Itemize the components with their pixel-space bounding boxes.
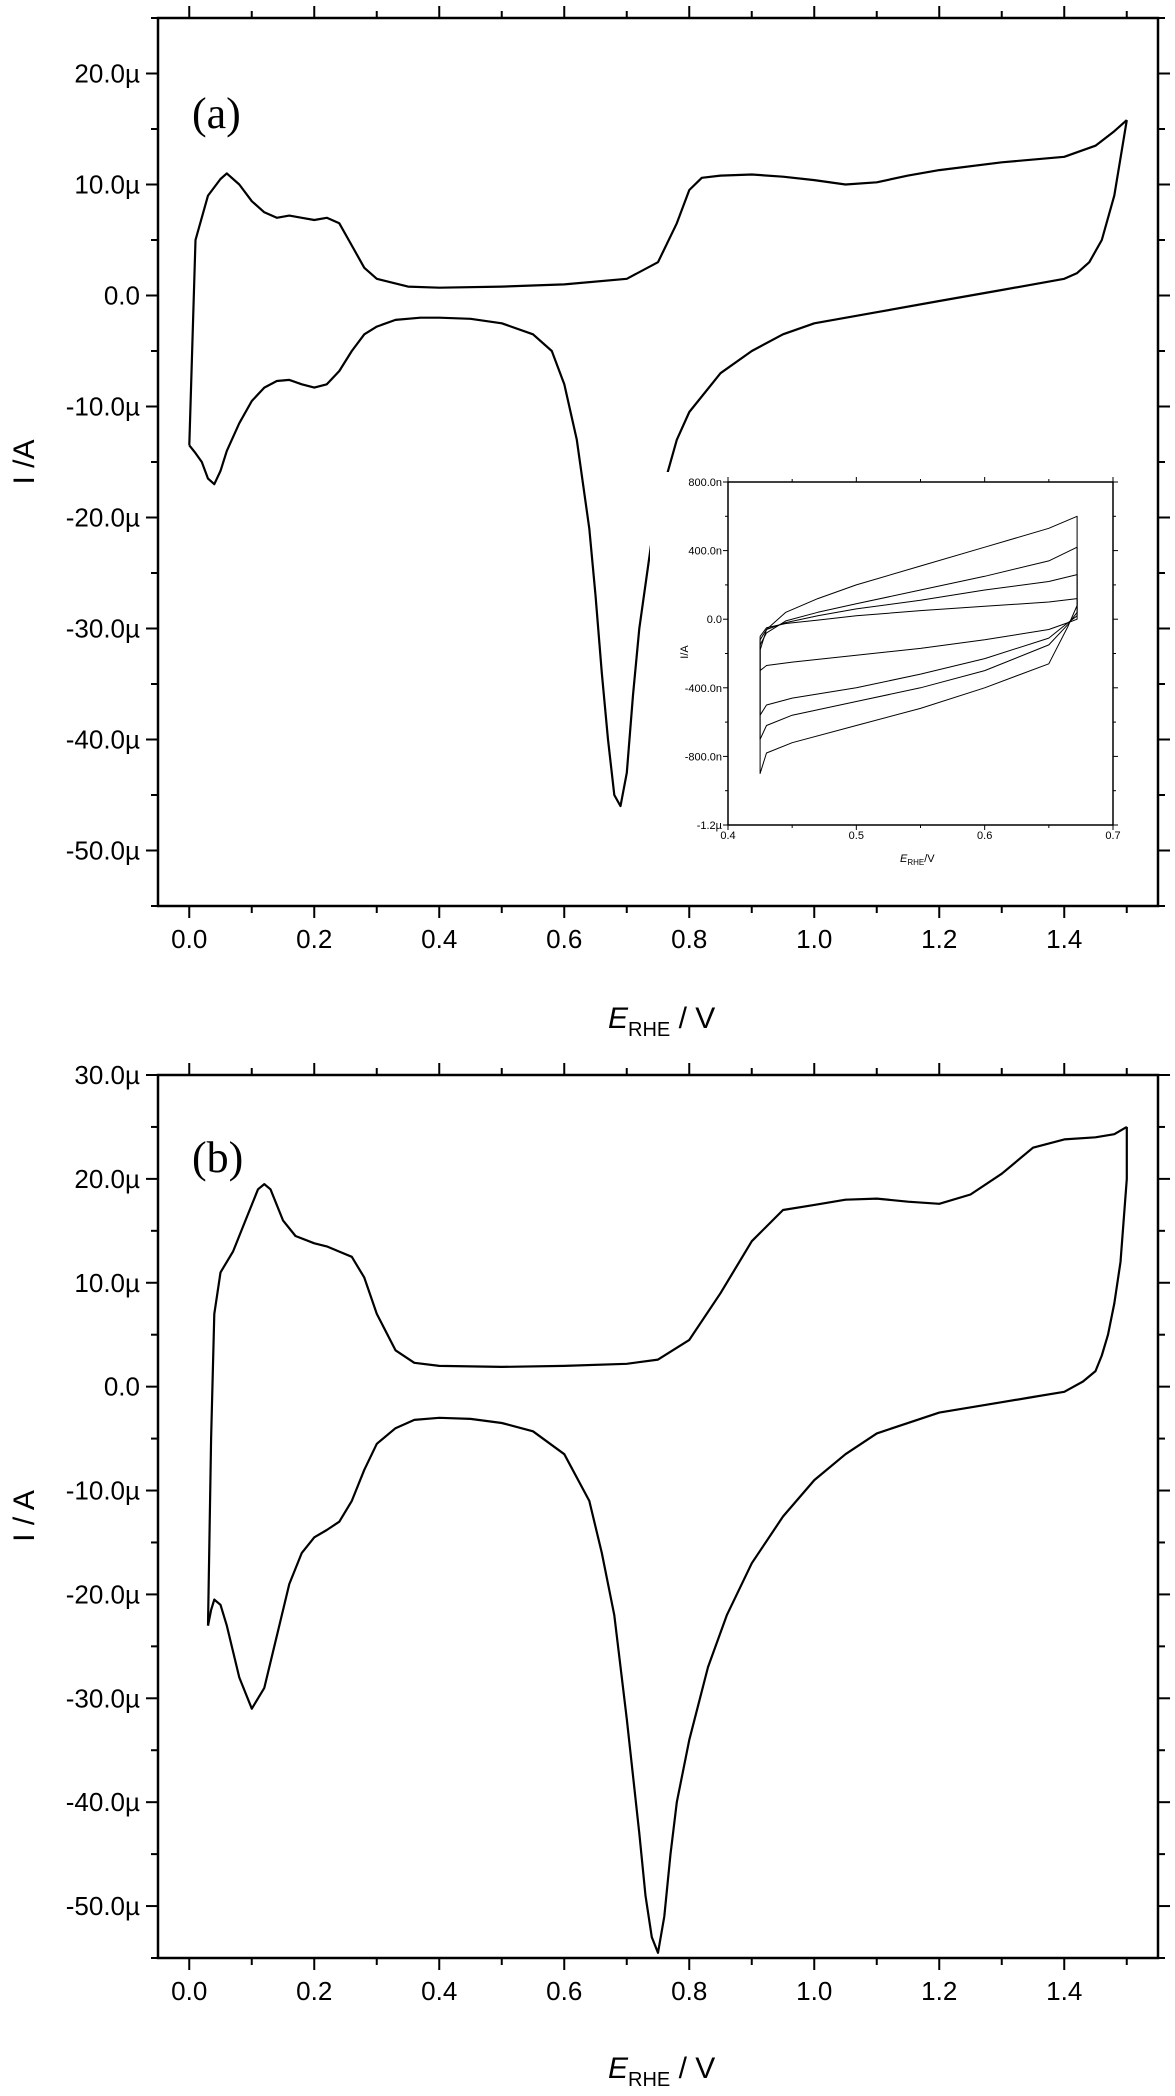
- cv-curve-cathodic-sweep: [188, 119, 1128, 808]
- inset-x-axis-variable: E: [900, 853, 908, 865]
- cv-curve-cathodic-sweep: [206, 1126, 1128, 1954]
- x-tick-label: 0.6: [546, 1976, 582, 2006]
- cv-curve-anodic-sweep: [206, 1125, 1128, 1626]
- x-tick-label: 1.4: [1046, 924, 1082, 954]
- y-tick-label: 30.0µ: [74, 1060, 140, 1090]
- panel-a-y-tick-labels: 20.0µ 10.0µ 0.0 -10.0µ -20.0µ -30.0µ -40.0µ -50…: [66, 59, 140, 866]
- inset-x-axis-subscript: RHE: [907, 858, 924, 867]
- y-tick-label: 400.0n: [688, 546, 722, 558]
- y-tick-label: -10.0µ: [66, 392, 140, 422]
- panel-a-label: (a): [192, 89, 241, 138]
- panel-a-x-axis-title: ERHE / V: [608, 1002, 715, 1041]
- x-axis-unit: / V: [670, 2052, 715, 2085]
- y-tick-label: -800.0n: [685, 751, 722, 763]
- x-tick-label: 0.4: [720, 830, 735, 842]
- x-tick-label: 0.8: [671, 1976, 707, 2006]
- cv-curve-anodic-sweep: [188, 119, 1128, 446]
- x-axis-variable: E: [608, 2052, 629, 2085]
- x-tick-label: 0.7: [1105, 830, 1120, 842]
- x-axis-unit: / V: [670, 1002, 715, 1035]
- y-tick-label: 0.0: [104, 281, 140, 311]
- x-tick-label: 0.8: [671, 924, 707, 954]
- panel-b-curves: [206, 1125, 1128, 1954]
- panel-a-y-axis-title: I /A: [8, 439, 41, 484]
- panel-b-ticks: [146, 1063, 1170, 1970]
- inset-background: [650, 472, 1120, 850]
- panel-b-y-tick-labels: 30.0µ 20.0µ 10.0µ 0.0 -10.0µ -20.0µ -30.0µ -40.…: [66, 1060, 140, 1921]
- inset-x-tick-labels: 0.4 0.5 0.6 0.7: [720, 830, 1120, 842]
- panel-a-x-tick-labels: 0.0 0.2 0.4 0.6 0.8 1.0 1.2 1.4: [171, 924, 1082, 954]
- x-tick-label: 0.0: [171, 1976, 207, 2006]
- inset-x-axis-title: ERHE/V: [900, 853, 935, 867]
- panel-b-x-axis-title: ERHE / V: [608, 2052, 715, 2091]
- x-tick-label: 0.6: [546, 924, 582, 954]
- x-axis-variable: E: [608, 1002, 629, 1035]
- x-tick-label: 0.5: [849, 830, 864, 842]
- panel-b-chart: 30.0µ 20.0µ 10.0µ 0.0 -10.0µ -20.0µ -30.0µ -40.…: [8, 1060, 1170, 2091]
- x-tick-label: 0.4: [421, 1976, 457, 2006]
- panel-a-chart: 20.0µ 10.0µ 0.0 -10.0µ -20.0µ -30.0µ -40.0µ -50…: [8, 6, 1170, 1041]
- y-tick-label: -50.0µ: [66, 836, 140, 866]
- y-tick-label: -40.0µ: [66, 1787, 140, 1817]
- inset-ticks: [723, 477, 1118, 830]
- y-tick-label: -30.0µ: [66, 614, 140, 644]
- x-tick-label: 1.0: [796, 924, 832, 954]
- x-tick-label: 0.2: [296, 1976, 332, 2006]
- y-tick-label: -1.2µ: [697, 820, 723, 832]
- x-tick-label: 1.4: [1046, 1976, 1082, 2006]
- y-tick-label: -40.0µ: [66, 725, 140, 755]
- cv-curve-loop-4: [759, 598, 1078, 672]
- inset-y-axis-title: I/A: [679, 645, 691, 659]
- x-tick-label: 0.0: [171, 924, 207, 954]
- panel-b-plot-frame: [156, 1073, 1160, 1960]
- y-tick-label: 10.0µ: [74, 170, 140, 200]
- y-tick-label: 0.0: [707, 614, 722, 626]
- x-tick-label: 1.2: [921, 924, 957, 954]
- x-tick-label: 1.0: [796, 1976, 832, 2006]
- x-axis-subscript: RHE: [628, 2069, 670, 2091]
- y-tick-label: 10.0µ: [74, 1268, 140, 1298]
- y-tick-label: 20.0µ: [74, 59, 140, 89]
- y-tick-label: -20.0µ: [66, 1579, 140, 1609]
- y-tick-label: -30.0µ: [66, 1683, 140, 1713]
- y-tick-label: -10.0µ: [66, 1476, 140, 1506]
- panel-b-y-axis-title: I / A: [8, 1490, 41, 1542]
- panel-a-curves: [188, 119, 1128, 808]
- panel-b-x-tick-labels: 0.0 0.2 0.4 0.6 0.8 1.0 1.2 1.4: [171, 1976, 1082, 2006]
- inset-y-tick-labels: 800.0n 400.0n 0.0 -400.0n -800.0n -1.2µ: [685, 477, 723, 832]
- x-tick-label: 1.2: [921, 1976, 957, 2006]
- inset-curves: [759, 515, 1078, 774]
- x-axis-subscript: RHE: [628, 1019, 670, 1041]
- y-tick-label: -20.0µ: [66, 503, 140, 533]
- y-tick-label: 800.0n: [688, 477, 722, 489]
- panel-a-ticks: [146, 6, 1170, 918]
- x-tick-label: 0.4: [421, 924, 457, 954]
- x-tick-label: 0.6: [977, 830, 992, 842]
- inset-x-axis-unit: /V: [924, 853, 935, 865]
- panel-b-label: (b): [192, 1133, 243, 1182]
- y-tick-label: 20.0µ: [74, 1164, 140, 1194]
- y-tick-label: 0.0: [104, 1372, 140, 1402]
- y-tick-label: -400.0n: [685, 683, 722, 695]
- y-tick-label: -50.0µ: [66, 1891, 140, 1921]
- x-tick-label: 0.2: [296, 924, 332, 954]
